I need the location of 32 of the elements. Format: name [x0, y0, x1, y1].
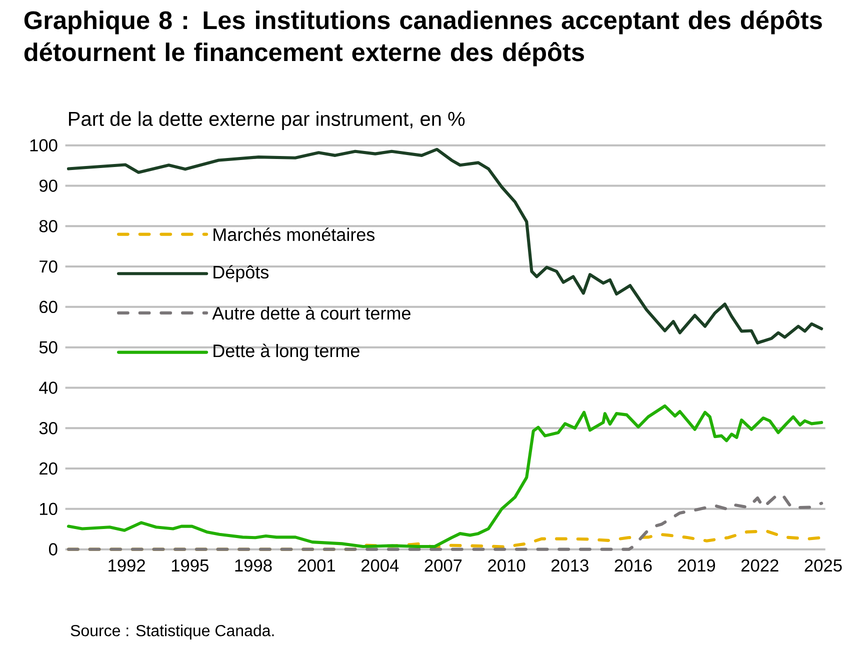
line-series [66, 148, 824, 344]
line-series [66, 404, 824, 548]
y-tick-label: 30 [39, 422, 58, 434]
y-tick-label: 10 [40, 502, 58, 516]
legend-label: Dépôts [214, 265, 269, 282]
legend-label: Autre dette à court terme [212, 306, 410, 320]
y-tick-label: 100 [30, 139, 58, 152]
y-axis-title: Part de la dette externe par instrument, en % [69, 111, 465, 130]
x-tick-label: 2025 [804, 559, 842, 572]
x-tick-label: 2007 [424, 559, 462, 572]
x-tick-label: 1992 [108, 559, 145, 572]
x-tick-label: 2013 [551, 559, 588, 572]
y-tick-label: 20 [40, 462, 58, 475]
source-note: Source : Statistique Canada. [70, 624, 274, 640]
y-tick-label: 40 [39, 382, 58, 394]
y-tick-label: 0 [48, 543, 58, 556]
x-tick-label: 2016 [614, 559, 652, 572]
x-tick-label: 2001 [298, 559, 335, 572]
y-tick-label: 70 [40, 260, 58, 273]
y-tick-label: 50 [39, 341, 58, 354]
legend-label: Dette à long terme [214, 344, 360, 361]
chart-title: Graphique 8 : Les institutions canadiennes acceptant des dépôts détournent le financement externe des dépôts [24, 10, 822, 66]
y-tick-label: 90 [39, 180, 58, 192]
x-tick-label: 1995 [172, 559, 208, 572]
x-tick-label: 2004 [361, 559, 399, 572]
x-tick-label: 2022 [741, 559, 778, 572]
legend-label: Marchés monétaires [214, 228, 375, 241]
y-tick-label: 60 [40, 300, 58, 314]
x-tick-label: 2019 [678, 559, 716, 572]
y-tick-label: 80 [39, 220, 58, 232]
x-tick-label: 1998 [235, 559, 272, 572]
x-tick-label: 2010 [488, 559, 526, 572]
